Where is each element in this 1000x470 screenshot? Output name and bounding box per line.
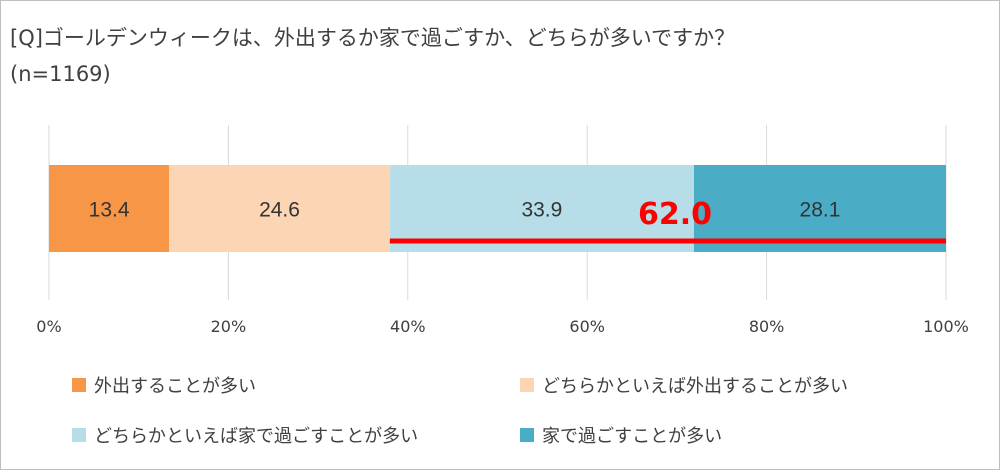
x-tick-label: 0% xyxy=(36,317,61,336)
legend-label: どちらかといえば家で過ごすことが多い xyxy=(94,426,419,447)
x-tick-label: 40% xyxy=(390,317,426,336)
chart-title: [Q]ゴールデンウィークは、外出するか家で過ごすか、どちらが多いですか？ xyxy=(10,26,736,50)
data-label: 33.9 xyxy=(521,199,562,222)
legend-swatch xyxy=(520,378,534,392)
legend-swatch xyxy=(520,428,534,442)
legend-label: 家で過ごすことが多い xyxy=(542,426,723,447)
legend-item: 家で過ごすことが多い xyxy=(520,422,722,448)
legend-swatch xyxy=(72,428,86,442)
x-tick-label: 100% xyxy=(923,317,969,336)
bar-segment xyxy=(389,165,694,252)
x-tick-label: 80% xyxy=(749,317,785,336)
bar-segment xyxy=(49,165,170,252)
legend-item: 外出することが多い xyxy=(72,372,256,398)
legend-label: どちらかといえば外出することが多い xyxy=(542,376,848,397)
bar-segment xyxy=(169,165,390,252)
highlight-value: 62.0 xyxy=(638,197,712,232)
legend-item: どちらかといえば家で過ごすことが多い xyxy=(72,422,418,448)
chart-subtitle: (n=1169) xyxy=(10,62,111,86)
legend-item: どちらかといえば外出することが多い xyxy=(520,372,848,398)
legend-swatch xyxy=(72,378,86,392)
data-label: 24.6 xyxy=(259,199,300,222)
x-tick-label: 60% xyxy=(569,317,605,336)
bar-segment xyxy=(693,165,946,252)
data-label: 28.1 xyxy=(800,199,841,222)
x-tick-label: 20% xyxy=(211,317,247,336)
data-label: 13.4 xyxy=(89,199,130,222)
legend-label: 外出することが多い xyxy=(94,376,256,397)
